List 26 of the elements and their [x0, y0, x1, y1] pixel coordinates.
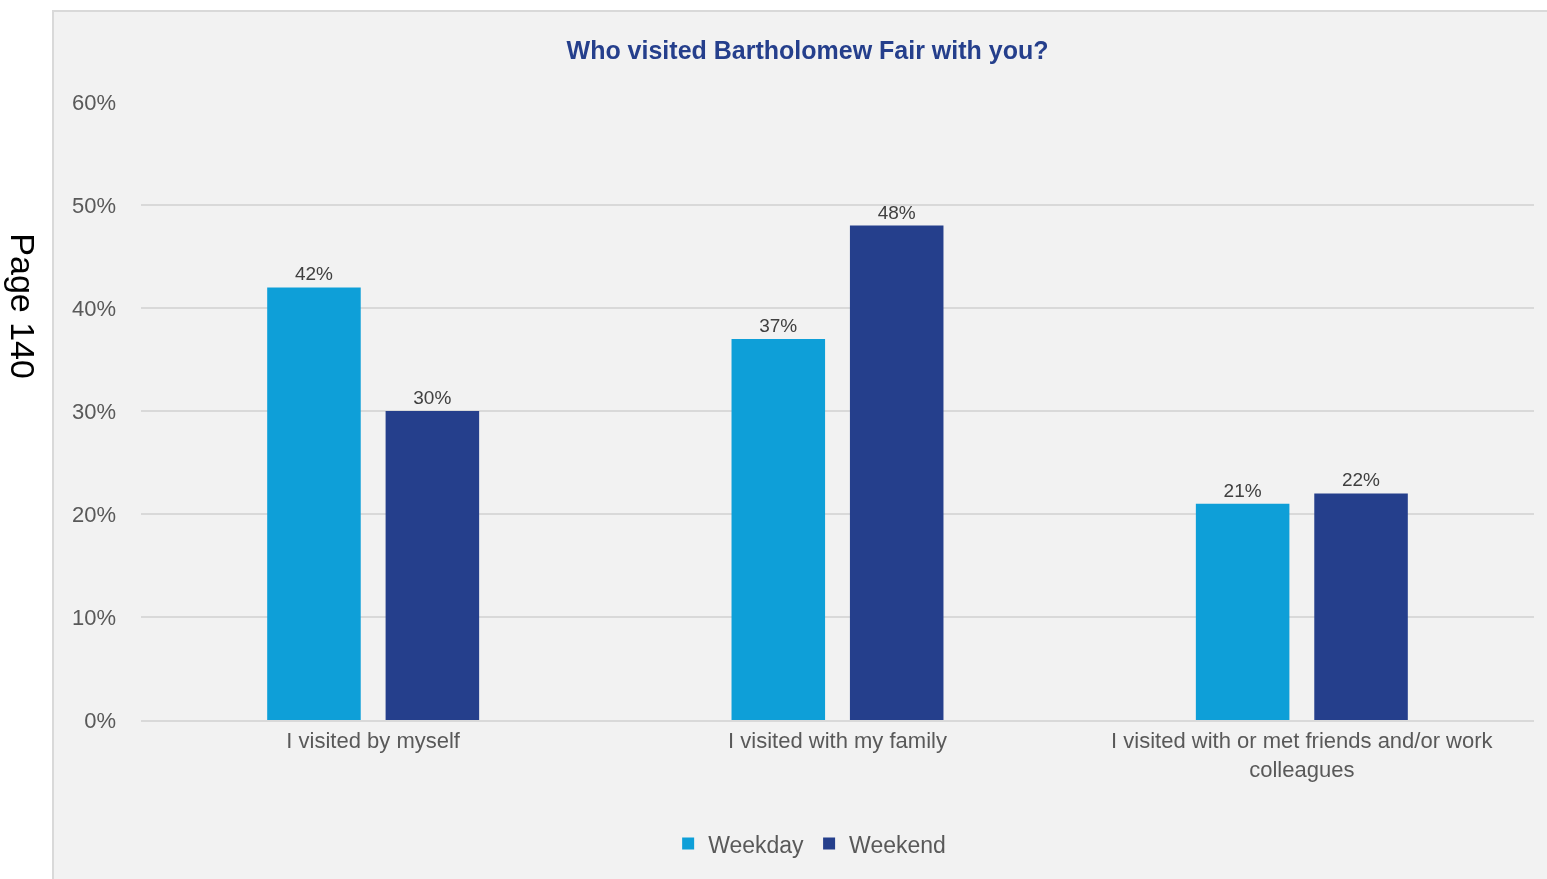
data-label: 30%	[413, 387, 452, 408]
x-tick-label: I visited by myself	[286, 728, 461, 754]
y-tick-label: 10%	[71, 604, 116, 630]
y-tick-label: 50%	[71, 192, 116, 218]
bar	[849, 225, 944, 720]
data-label: 21%	[1223, 479, 1262, 501]
bar	[385, 411, 480, 720]
x-tick-label: I visited with my family	[728, 728, 947, 754]
y-tick-label: 20%	[71, 501, 116, 527]
legend-label: Weekend	[849, 831, 946, 858]
y-tick-label: 30%	[71, 398, 116, 424]
bar	[1314, 493, 1408, 720]
bar	[1195, 503, 1290, 720]
bar	[731, 338, 826, 720]
y-tick-label: 0%	[84, 707, 116, 733]
data-label: 37%	[759, 314, 798, 336]
y-tick-label: 60%	[71, 89, 116, 115]
data-label: 42%	[294, 263, 334, 285]
y-tick-label: 40%	[71, 295, 116, 321]
chart-title: Who visited Bartholomew Fair with you?	[566, 35, 1049, 64]
legend-label: Weekday	[708, 831, 805, 858]
text: Page 140	[3, 233, 42, 379]
data-label: 48%	[877, 201, 916, 223]
bar	[267, 287, 361, 720]
x-tick-label: I visited with or met friends and/or work colleagues	[1111, 728, 1494, 782]
data-label: 22%	[1341, 469, 1381, 491]
